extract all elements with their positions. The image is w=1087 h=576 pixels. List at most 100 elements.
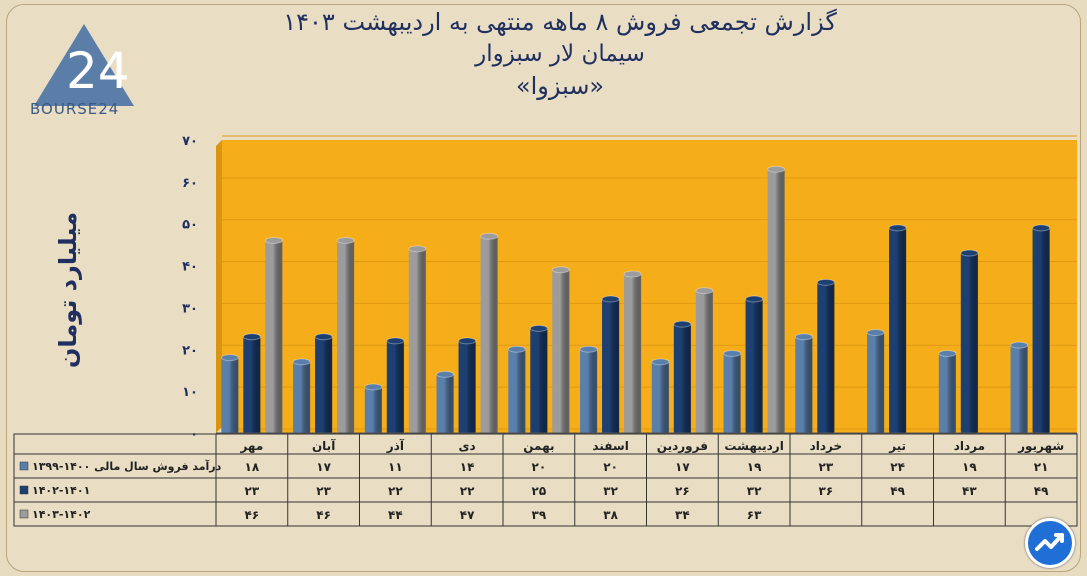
legend-swatch — [19, 461, 29, 471]
data-label: ۲۱ — [1034, 460, 1049, 474]
bar-shading — [867, 332, 885, 433]
bar-shading — [1010, 345, 1028, 433]
bar-cap — [529, 324, 548, 332]
bar-shading — [767, 169, 785, 434]
x-category-label: اردیبهشت — [724, 439, 783, 453]
data-label: ۲۰ — [603, 460, 618, 474]
x-category-label: بهمن — [523, 439, 554, 453]
bar-shading — [552, 269, 570, 433]
bar-cap — [601, 295, 620, 303]
data-label: ۴۶ — [316, 508, 331, 522]
trend-logo-icon — [1025, 518, 1075, 568]
bourse24-logo-icon: 24 — [34, 24, 134, 106]
bar-cap — [1032, 224, 1051, 232]
data-label: ۱۷ — [316, 460, 331, 474]
legend-label: ۱۴۰۳-۱۴۰۲ — [32, 508, 91, 521]
bar-shading — [386, 340, 404, 433]
bar-shading — [315, 336, 333, 433]
bar-shading — [458, 340, 476, 433]
y-tick-label: ۷۰ — [182, 134, 198, 149]
bar-cap — [480, 232, 499, 240]
bar-shading — [695, 290, 713, 433]
bar-cap — [220, 354, 239, 362]
bar-cap — [745, 295, 764, 303]
bar-shading — [745, 299, 763, 433]
data-label: ۳۸ — [603, 508, 618, 522]
title-line-1: گزارش تجمعی فروش ۸ ماهه منتهی به اردیبهش… — [283, 8, 837, 36]
bar-shading — [337, 240, 355, 433]
bar-cap — [292, 358, 311, 366]
x-category-label: دی — [459, 439, 476, 453]
data-label: ۴۷ — [460, 508, 475, 522]
data-label: ۱۱ — [388, 460, 403, 474]
data-label: ۳۹ — [532, 508, 547, 522]
data-label: ۲۳ — [819, 460, 834, 474]
bar-shading — [293, 361, 311, 433]
data-label: ۱۸ — [245, 460, 260, 474]
legend-label: ۱۴۰۲-۱۴۰۱ — [32, 484, 90, 497]
bar-shading — [480, 236, 498, 433]
bar-shading — [243, 336, 261, 433]
data-label: ۳۶ — [819, 484, 834, 498]
bar-shading — [651, 361, 669, 433]
bar-cap — [242, 333, 261, 341]
data-label: ۱۷ — [675, 460, 690, 474]
data-label: ۴۴ — [388, 508, 403, 522]
x-category-label: فروردین — [657, 439, 708, 454]
bar-shading — [624, 273, 642, 433]
plot-area — [222, 140, 1077, 433]
bar-cap — [1010, 341, 1029, 349]
bar-shading — [221, 357, 239, 433]
bar-shading — [580, 349, 598, 433]
bar-cap — [264, 236, 283, 244]
bar-cap — [314, 333, 333, 341]
x-category-label: مرداد — [954, 439, 985, 453]
y-tick-label: ۵۰ — [182, 218, 198, 233]
bar-shading — [817, 282, 835, 433]
bar-shading — [436, 374, 454, 433]
bar-shading — [889, 227, 907, 433]
bar-cap — [673, 320, 692, 328]
bar-cap — [386, 337, 405, 345]
bar-cap — [436, 370, 455, 378]
legend-swatch — [19, 509, 29, 519]
bar-shading — [960, 253, 978, 433]
data-label: ۴۹ — [1034, 484, 1049, 498]
bar-shading — [602, 299, 620, 433]
data-label: ۴۹ — [890, 484, 905, 498]
x-category-label: آذر — [386, 438, 405, 453]
plot-side-wall — [216, 140, 222, 433]
data-label: ۲۵ — [532, 484, 547, 498]
bar-cap — [866, 329, 885, 337]
bar-shading — [938, 353, 956, 433]
data-label: ۴۳ — [962, 484, 977, 498]
data-label: ۱۹ — [747, 460, 762, 474]
legend-swatch — [19, 485, 29, 495]
bar-cap — [551, 266, 570, 274]
y-tick-label: ۶۰ — [182, 176, 198, 191]
data-label: ۱۴ — [460, 460, 475, 474]
bar-cap — [408, 245, 427, 253]
bar-cap — [623, 270, 642, 278]
bar-cap — [458, 337, 477, 345]
x-category-label: مهر — [239, 439, 263, 453]
bar-shading — [408, 248, 426, 433]
bar-cap — [651, 358, 670, 366]
x-category-label: اسفند — [592, 439, 628, 453]
y-tick-label: ۳۰ — [182, 301, 198, 316]
title-line-2: سیمان لار سبزوار — [475, 41, 645, 67]
bar-cap — [888, 224, 907, 232]
bar-shading — [673, 324, 691, 433]
data-label: ۲۳ — [245, 484, 260, 498]
y-tick-label: ۲۰ — [182, 343, 198, 358]
bar-cap — [579, 345, 598, 353]
x-category-label: خرداد — [810, 439, 843, 453]
data-label: ۲۴ — [890, 460, 905, 474]
bar-cap — [364, 383, 383, 391]
data-label: ۲۰ — [532, 460, 547, 474]
data-label: ۲۶ — [675, 484, 690, 498]
x-category-label: شهریور — [1017, 439, 1064, 454]
bar-cap — [767, 165, 786, 173]
data-label: ۳۲ — [603, 484, 618, 498]
bar-shading — [723, 353, 741, 433]
